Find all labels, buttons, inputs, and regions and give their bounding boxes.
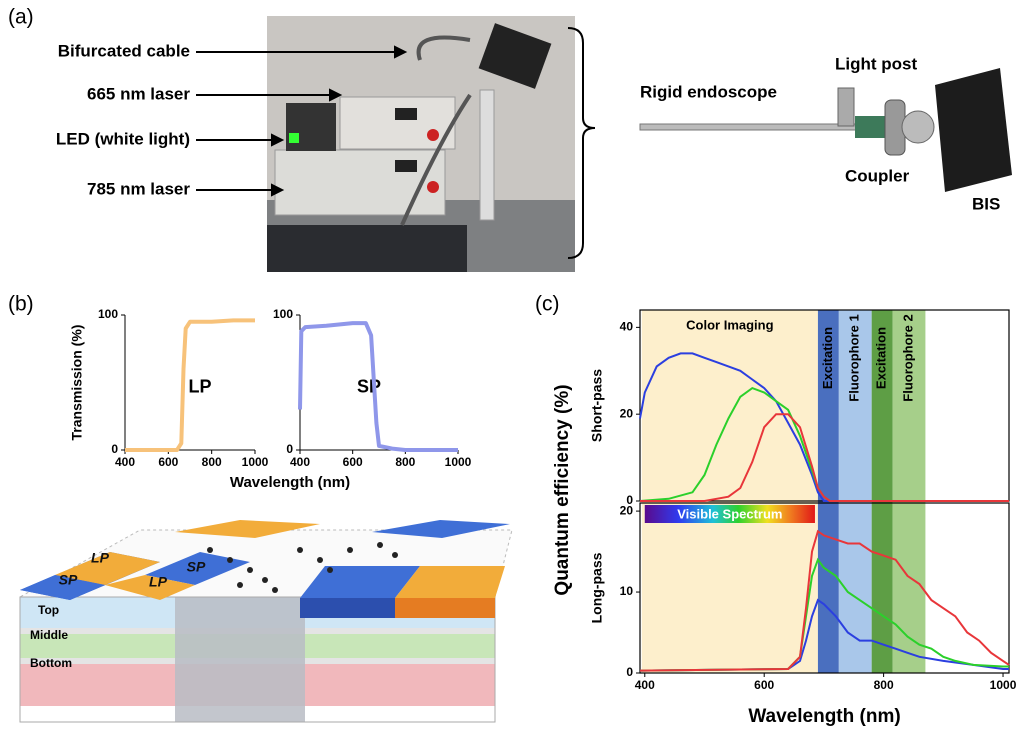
band-label: Color Imaging [686, 317, 773, 332]
photo-label: Coupler [845, 166, 910, 185]
layer-label: Bottom [30, 656, 72, 670]
curve-label: SP [357, 376, 381, 396]
y-tick-label: 40 [620, 320, 634, 334]
layer-label: Middle [30, 628, 68, 642]
figure: (a) (b) (c) Bifurcated cable 665 nm lase… [0, 0, 1019, 729]
x-tick-label: 1000 [990, 678, 1017, 692]
x-axis-title: Wavelength (nm) [748, 706, 900, 727]
spectrum-label: Visible Spectrum [677, 506, 782, 521]
band-label: Fluorophore 2 [900, 314, 915, 401]
y-sublabel: Long-pass [589, 552, 605, 623]
y-tick-label: 0 [286, 442, 293, 456]
y-sublabel: Short-pass [589, 369, 605, 442]
filter-label: LP [91, 550, 110, 566]
y-axis-title: Quantum efficiency (%) [552, 384, 573, 595]
panel-label: (c) [535, 293, 560, 316]
band [642, 310, 818, 673]
photo-label: 785 nm laser [87, 179, 190, 198]
x-tick-label: 800 [874, 678, 894, 692]
layer-label: Top [38, 603, 59, 617]
y-axis-title: Transmission (%) [69, 325, 85, 441]
photo-label: Rigid endoscope [640, 82, 777, 101]
x-tick-label: 1000 [242, 455, 269, 469]
x-tick-label: 600 [754, 678, 774, 692]
x-tick-label: 800 [395, 455, 415, 469]
x-tick-label: 400 [635, 678, 655, 692]
photo-label: 665 nm laser [87, 84, 190, 103]
filter-label: SP [187, 559, 206, 575]
panel-label: (b) [8, 293, 34, 316]
photo-label: Bifurcated cable [58, 41, 190, 60]
filter-label: SP [59, 572, 78, 588]
filter-label: LP [149, 574, 168, 590]
y-tick-label: 10 [620, 584, 634, 598]
y-tick-label: 100 [98, 307, 118, 321]
photo-label: BIS [972, 194, 1000, 213]
x-tick-label: 400 [290, 455, 310, 469]
x-tick-label: 800 [202, 455, 222, 469]
x-tick-label: 600 [158, 455, 178, 469]
x-axis-title: Wavelength (nm) [230, 474, 350, 491]
x-tick-label: 600 [343, 455, 363, 469]
band-label: Excitation [820, 327, 835, 389]
y-tick-label: 0 [111, 442, 118, 456]
y-tick-label: 20 [620, 503, 634, 517]
y-tick-label: 0 [626, 665, 633, 679]
band-label: Fluorophore 1 [847, 314, 862, 401]
panel-label: (a) [8, 6, 34, 29]
photo [267, 16, 575, 272]
curve-label: LP [188, 376, 211, 396]
x-tick-label: 400 [115, 455, 135, 469]
photo-label: Light post [835, 54, 917, 73]
x-tick-label: 1000 [445, 455, 472, 469]
photo-label: LED (white light) [56, 129, 190, 148]
y-tick-label: 20 [620, 406, 634, 420]
y-tick-label: 100 [273, 307, 293, 321]
band-label: Excitation [874, 327, 889, 389]
